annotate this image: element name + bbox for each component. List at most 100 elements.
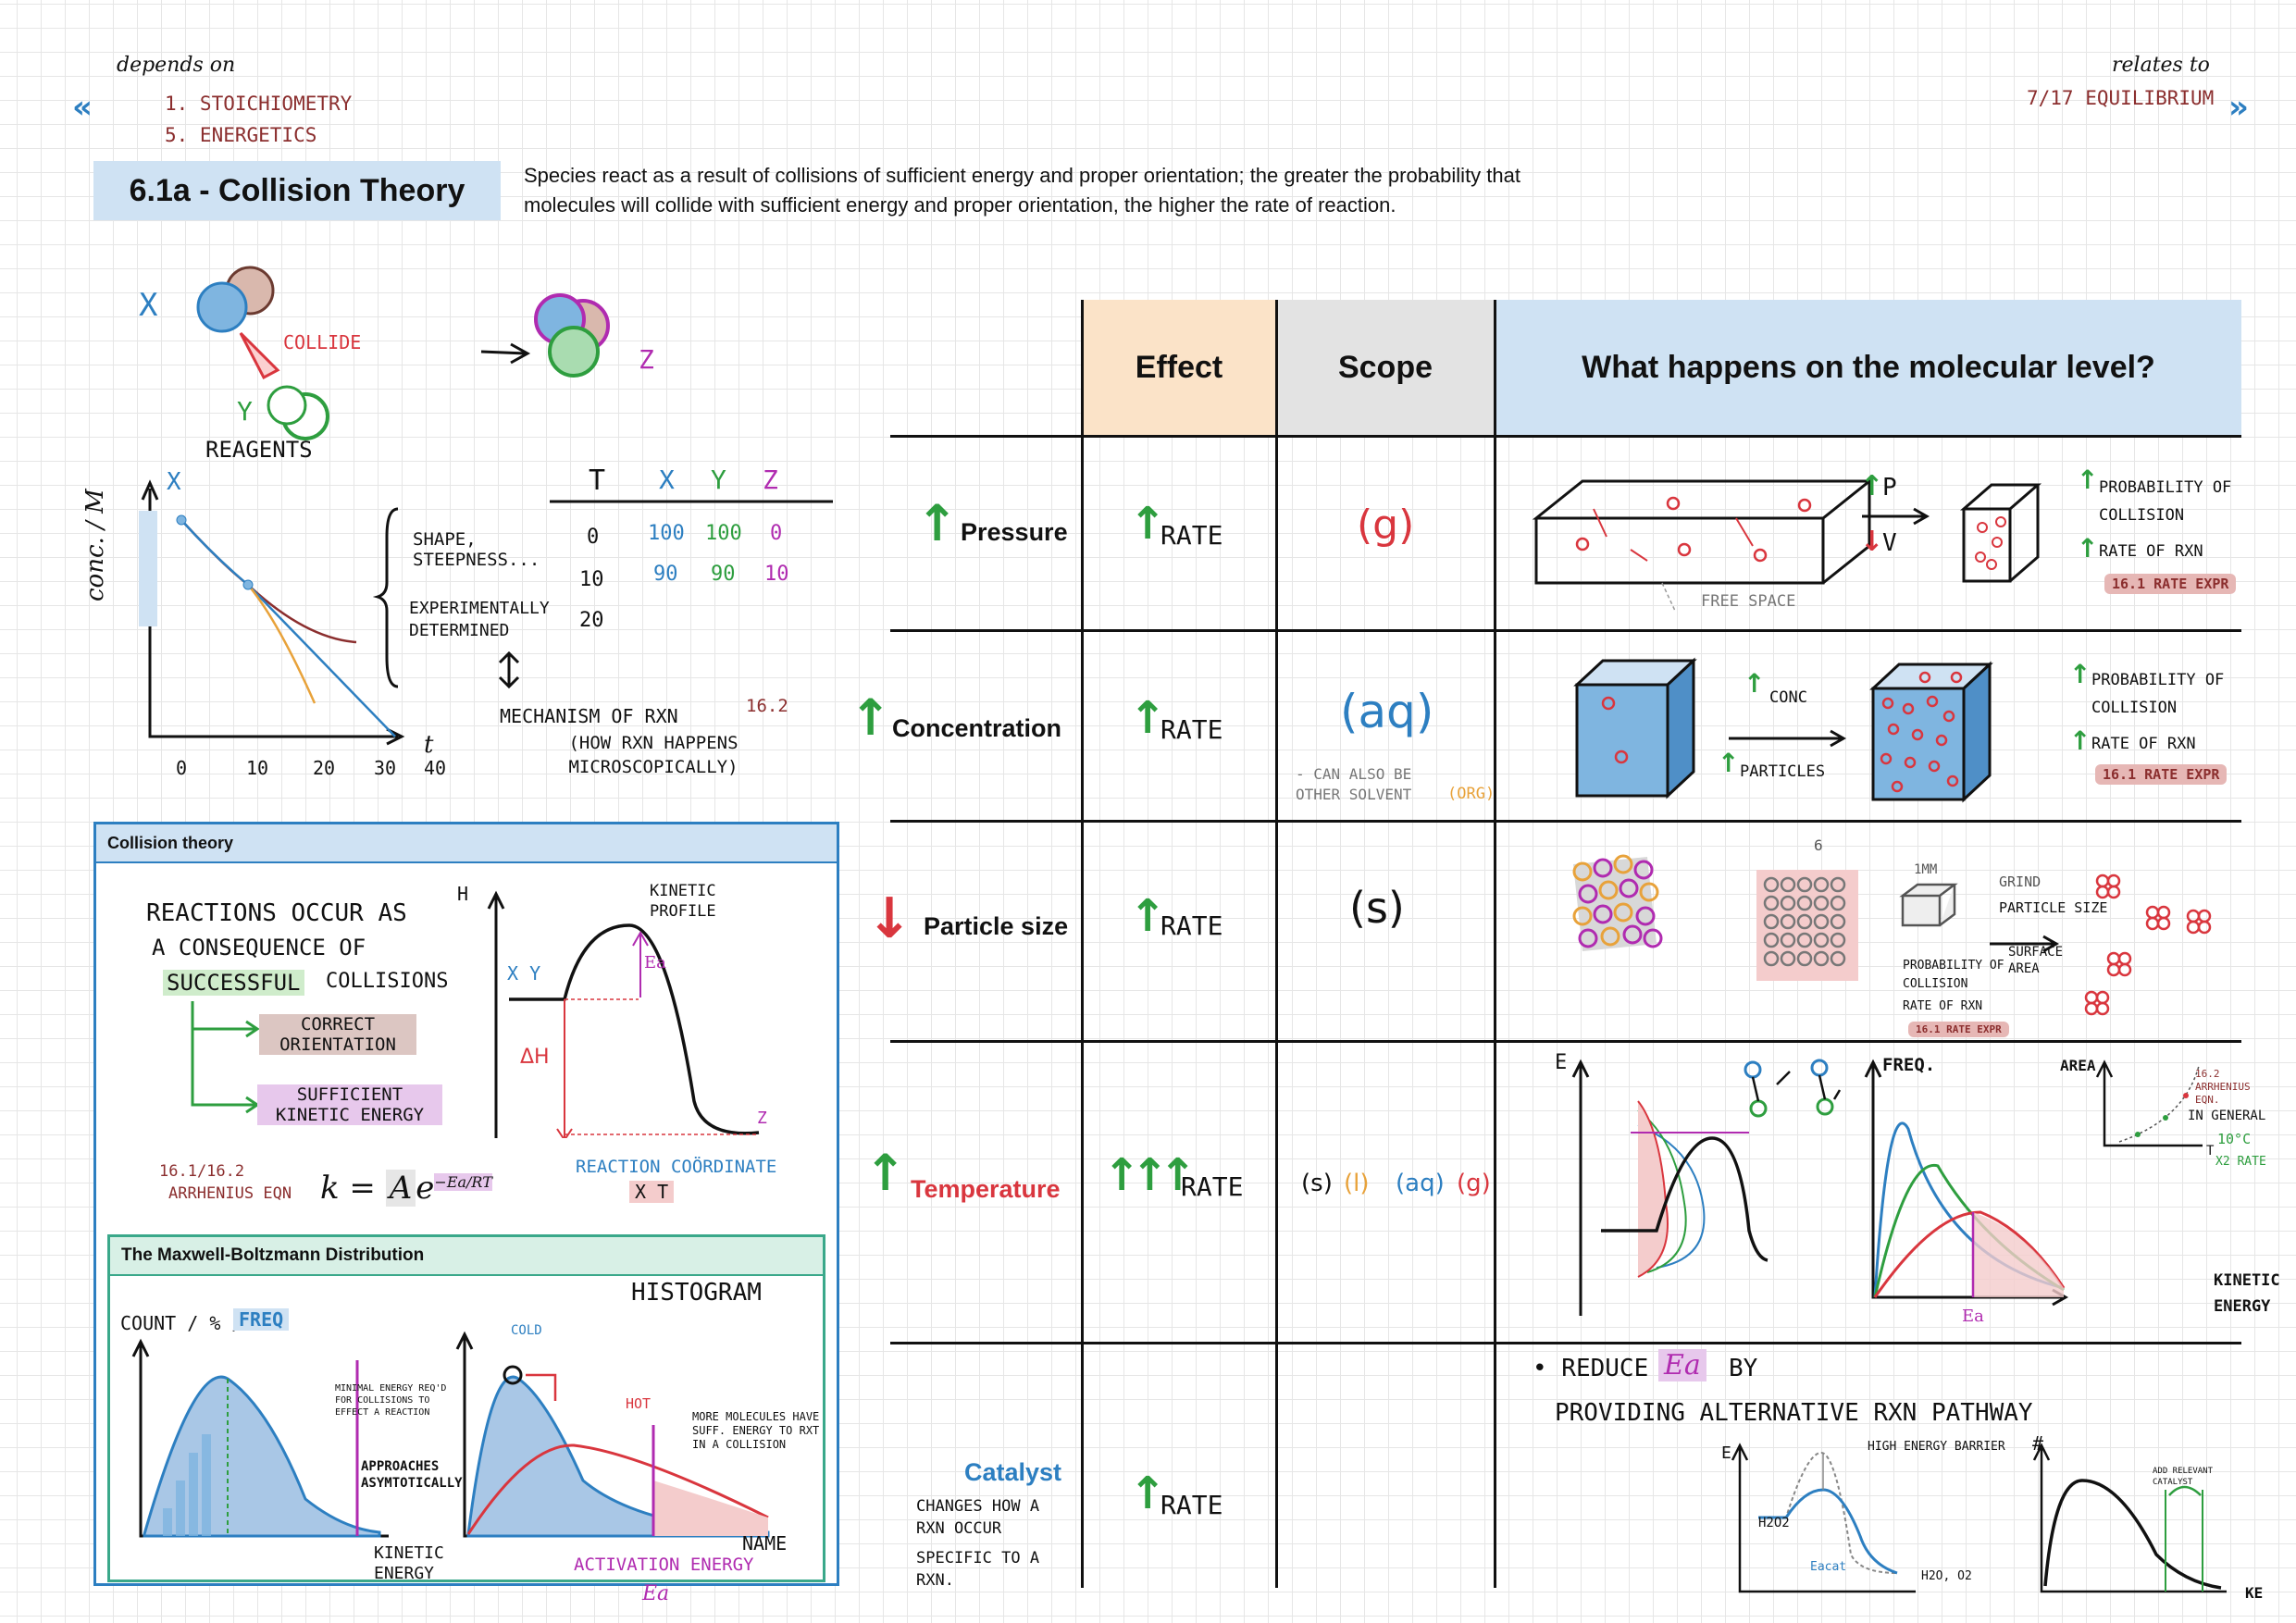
conc-probability: PROBABILITY OF COLLISION — [2091, 671, 2225, 717]
scope-temperature-s: (s) — [1301, 1170, 1333, 1197]
concentrated-box — [1869, 661, 1993, 803]
kinetic-profile-chart — [487, 890, 760, 1138]
compressed-box — [1959, 483, 2042, 583]
grind-label: GRIND — [1999, 873, 2042, 890]
data-header-y: Y — [711, 465, 726, 495]
rate-label: RATE — [1160, 911, 1223, 941]
depends-item-stoichiometry[interactable]: 1. STOICHIOMETRY — [165, 93, 353, 115]
kp-dh-label: ΔH — [520, 1046, 550, 1069]
up-arrow-icon: ↑ — [1718, 748, 1740, 778]
mechanism-ref: 16.2 — [746, 696, 788, 716]
ct-successful: SUCCESSFUL — [163, 970, 304, 996]
pressure-p-label: P — [1882, 474, 1897, 502]
temp-in-general: IN GENERAL — [2188, 1109, 2266, 1123]
table-row-divider — [890, 435, 2241, 438]
conc-label: CONC — [1769, 688, 1807, 707]
scope-temperature-aq: (aq) — [1396, 1170, 1445, 1197]
kp-xy-label: X Y — [507, 962, 541, 985]
depends-item-energetics[interactable]: 5. ENERGETICS — [165, 124, 317, 146]
tick-0: 0 — [176, 757, 188, 779]
kp-coord-label: REACTION COÖRDINATE — [576, 1157, 777, 1177]
data-header-t: t — [589, 465, 606, 497]
shape-steepness-note: SHAPE, STEEPNESS... — [413, 529, 540, 570]
rate-label: RATE — [1181, 1171, 1244, 1202]
tick-20: 20 — [313, 757, 336, 779]
temp-freq-axis: FREQ. — [1882, 1055, 1936, 1075]
data-row-1-y: 90 — [711, 563, 736, 586]
catalyst-ke-axis: KE — [2245, 1584, 2264, 1602]
mechanism-sub: (HOW RXN HAPPENS MICROSCOPICALLY) — [568, 733, 738, 777]
rate-label: RATE — [1160, 1490, 1223, 1520]
ct-collisions: COLLISIONS — [326, 970, 449, 993]
catalyst-e-axis: E — [1721, 1443, 1731, 1463]
arrow-right-icon — [1862, 507, 1930, 526]
mb-more-molecules-note: MORE MOLECULES HAVE SUFF. ENERGY TO RXT … — [692, 1410, 820, 1451]
scope-temperature-g: (g) — [1457, 1170, 1491, 1197]
catalyst-note-1: CHANGES HOW A RXN OCCUR — [916, 1497, 1040, 1538]
rate-label: RATE — [1160, 520, 1223, 551]
up-arrow-icon: ↑ — [2077, 533, 2099, 564]
rate-expr-ref[interactable]: 16.1 RATE EXPR — [2095, 764, 2228, 785]
data-header-x: X — [659, 465, 675, 495]
data-row-0-z: 0 — [770, 522, 783, 545]
catalyst-by: BY — [1729, 1355, 1758, 1382]
rate-expr-ref[interactable]: 16.1 RATE EXPR — [2104, 574, 2237, 594]
row-label-temperature: Temperature — [911, 1175, 1061, 1203]
mb-kinetic-energy-axis: KINETIC ENERGY — [374, 1543, 444, 1583]
row-label-concentration: Concentration — [892, 714, 1062, 742]
rate-expr-ref[interactable]: 16.1 RATE EXPR — [1908, 1022, 2009, 1037]
particle-probability: PROBABILITY OF COLLISION — [1903, 959, 2004, 991]
row-label-particle-size: Particle size — [924, 912, 1069, 940]
concentration-diagram — [1573, 657, 1847, 799]
row-label-catalyst: Catalyst — [964, 1458, 1062, 1486]
mechanism-label: MECHANISM OF RXN — [500, 705, 678, 727]
mb-name-axis: NAME — [742, 1532, 788, 1555]
catalyst-add-note: ADD RELEVANT CATALYST — [2153, 1467, 2214, 1487]
catalyst-h2o2: H2O2 — [1758, 1516, 1790, 1530]
scope-concentration-note: - CAN ALSO BE OTHER SOLVENT — [1296, 765, 1412, 803]
conc-rate: RATE OF RXN — [2091, 735, 2196, 753]
data-row-1-z: 10 — [764, 563, 789, 586]
up-arrow-icon: ↑ — [2077, 465, 2099, 495]
catalyst-eacat: Eacat — [1810, 1560, 1847, 1574]
tick-10: 10 — [246, 757, 269, 779]
double-chevron-right-icon[interactable]: » — [2228, 89, 2249, 126]
temp-ea-label: Ea — [1962, 1307, 1984, 1326]
tick-40: 40 — [424, 757, 447, 779]
up-arrow-icon: ↑ — [850, 688, 892, 747]
graph-x-label: X — [167, 468, 181, 496]
data-row-0-t: 0 — [587, 526, 600, 549]
temperature-diagram — [1571, 1059, 2203, 1316]
particles-label: PARTICLES — [1740, 762, 1826, 781]
ct-line-1: REACTIONS OCCUR AS — [146, 899, 407, 927]
ct-arrhenius-label: ARRHENIUS EQN — [168, 1184, 292, 1203]
kp-h-axis: H — [457, 883, 469, 905]
data-row-0-x: 100 — [648, 522, 685, 545]
temp-e-axis: E — [1555, 1051, 1568, 1074]
kp-z-label: Z — [757, 1109, 767, 1128]
scope-particle-size: (s) — [1349, 883, 1405, 933]
collision-theory-title: Collision theory — [96, 824, 837, 863]
particle-count-label: 6 — [1814, 836, 1823, 854]
temp-arrhenius-ref: 16.2 ARRHENIUS EQN. — [2195, 1068, 2251, 1106]
tick-30: 30 — [374, 757, 397, 779]
up-arrow-icon: ↑ — [1129, 1468, 1167, 1519]
free-space-label: FREE SPACE — [1701, 592, 1796, 611]
molecule-z-label: Z — [639, 344, 654, 375]
catalyst-high-barrier: HIGH ENERGY BARRIER — [1868, 1440, 2005, 1454]
down-arrow-icon: ↓ — [866, 886, 913, 951]
effect-header: Effect — [1083, 300, 1275, 435]
pressure-diagram — [1532, 479, 1874, 612]
conc-axis-label: conc. / M — [81, 489, 109, 601]
catalyst-ea: Ea — [1658, 1349, 1706, 1381]
ct-line-2: A CONSEQUENCE OF — [152, 935, 366, 960]
scope-temperature-l: (l) — [1344, 1170, 1370, 1197]
relates-item-equilibrium[interactable]: 7/17 EQUILIBRIUM — [2027, 87, 2215, 109]
scope-pressure: (g) — [1357, 502, 1415, 549]
table-divider — [1494, 300, 1496, 1588]
ct-correct-orientation: CORRECT ORIENTATION — [259, 1014, 416, 1055]
double-chevron-left-icon[interactable]: « — [72, 89, 93, 126]
up-arrow-icon: ↑ — [1129, 890, 1167, 942]
surface-area-label: SURFACE AREA — [2008, 945, 2064, 976]
